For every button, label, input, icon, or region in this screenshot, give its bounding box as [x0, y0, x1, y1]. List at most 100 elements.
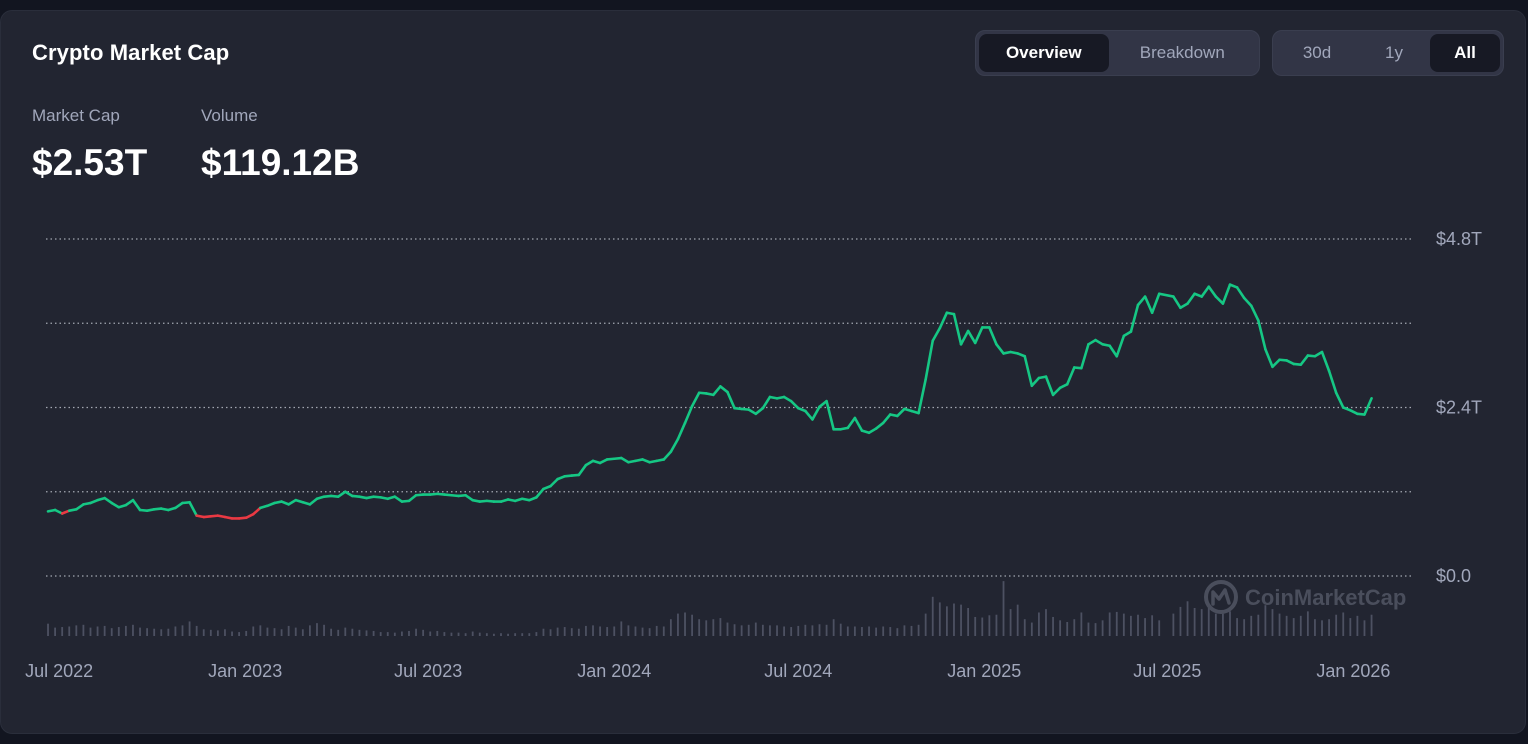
volume-bar	[393, 632, 396, 636]
volume-bar	[1370, 614, 1373, 636]
price-line-segment	[952, 312, 963, 346]
tab-overview[interactable]: Overview	[979, 34, 1109, 72]
volume-bar	[1363, 620, 1366, 636]
volume-bar	[981, 617, 984, 636]
volume-bar	[132, 624, 134, 636]
price-line-segment	[110, 501, 121, 509]
market-cap-label: Market Cap	[32, 106, 120, 125]
volume-bar	[1087, 622, 1090, 636]
volume-bar	[1066, 622, 1069, 636]
volume-bar	[669, 619, 672, 636]
volume-bar	[535, 632, 538, 636]
volume-bar	[259, 625, 262, 636]
volume-bar	[733, 624, 736, 636]
volume-bar	[457, 632, 460, 636]
price-line-segment	[1143, 295, 1154, 315]
volume-bar	[68, 626, 71, 636]
volume-bar	[960, 604, 962, 636]
y-tick-label: $2.4T	[1436, 398, 1482, 418]
volume-bar	[1137, 614, 1139, 636]
volume-bar	[726, 622, 729, 636]
volume-bar	[620, 621, 623, 636]
price-line-segment	[676, 421, 687, 441]
volume-bar	[429, 631, 432, 636]
volume-bar	[1158, 620, 1161, 636]
price-line-segment	[1065, 366, 1076, 386]
page-title: Crypto Market Cap	[32, 40, 230, 65]
volume-bar	[641, 627, 644, 636]
price-line-segment	[124, 498, 135, 507]
volume-bar	[655, 625, 658, 636]
volume-bar	[953, 603, 955, 636]
volume-bar	[280, 629, 283, 636]
price-line-segment	[1087, 338, 1097, 346]
volume-bar	[344, 627, 347, 636]
price-line-segment	[1271, 358, 1281, 369]
volume-bar	[875, 627, 878, 636]
volume-bar	[924, 613, 927, 636]
range-all[interactable]: All	[1430, 34, 1500, 72]
volume-bar	[471, 631, 474, 636]
volume-bar	[1200, 609, 1203, 636]
price-line-segment	[924, 339, 935, 381]
volume-bar	[542, 628, 545, 636]
volume-bar	[1179, 606, 1182, 636]
volume-bar	[422, 629, 425, 636]
volume-bar	[1130, 615, 1132, 636]
volume-bar	[54, 627, 56, 636]
volume-bar	[740, 625, 743, 636]
volume-bar	[1335, 614, 1338, 636]
price-line-segment	[1221, 283, 1232, 305]
volume-bar	[386, 632, 389, 636]
volume-bar	[662, 626, 665, 636]
volume-bar	[783, 626, 786, 636]
volume-bar	[89, 627, 92, 636]
volume-bar	[691, 614, 693, 636]
volume-bar	[485, 633, 488, 636]
volume-bar	[1023, 619, 1026, 636]
price-line-segment	[1080, 343, 1090, 370]
price-line-segment	[1320, 350, 1331, 373]
price-line-segment	[881, 413, 892, 425]
tab-breakdown[interactable]: Breakdown	[1139, 43, 1225, 62]
volume-bar	[853, 626, 856, 636]
price-line-segment	[931, 326, 942, 343]
volume-bar	[917, 624, 920, 636]
volume-bar	[556, 627, 559, 636]
price-line-segment	[343, 490, 354, 498]
volume-bar	[804, 624, 807, 636]
volume-bar	[1207, 605, 1210, 636]
volume-bar	[294, 627, 297, 636]
range-tab-group: 30d 1y All	[1272, 30, 1504, 76]
volume-bar	[677, 613, 679, 636]
market-cap-value: $2.53T	[32, 142, 148, 183]
volume-bar	[1059, 620, 1062, 636]
volume-bar	[252, 626, 255, 636]
price-line-segment	[103, 496, 114, 505]
volume-bar	[1356, 615, 1359, 636]
watermark: CoinMarketCap	[1204, 580, 1406, 614]
volume-bar	[988, 615, 991, 636]
price-line-segment	[1108, 344, 1119, 358]
price-line-segment	[1122, 330, 1133, 338]
price-line-segment	[1157, 292, 1175, 298]
price-line-segment	[174, 501, 184, 510]
price-line-segment	[53, 508, 64, 515]
volume-bar	[195, 625, 198, 636]
volume-bar	[549, 629, 552, 636]
volume-bar	[82, 624, 85, 636]
range-1y[interactable]: 1y	[1385, 43, 1403, 62]
y-axis: $4.8T $2.4T $0.0	[1436, 229, 1482, 586]
price-line-segment	[188, 500, 198, 517]
volume-bar	[273, 628, 276, 636]
price-line-segment	[75, 503, 85, 511]
volume-bar	[365, 630, 368, 636]
volume-bar	[712, 619, 715, 636]
y-tick-label: $4.8T	[1436, 229, 1482, 249]
volume-bar	[1151, 615, 1154, 636]
volume-bar	[238, 632, 241, 636]
range-30d[interactable]: 30d	[1302, 43, 1332, 62]
volume-bar	[1257, 614, 1260, 636]
volume-bar	[103, 625, 106, 636]
